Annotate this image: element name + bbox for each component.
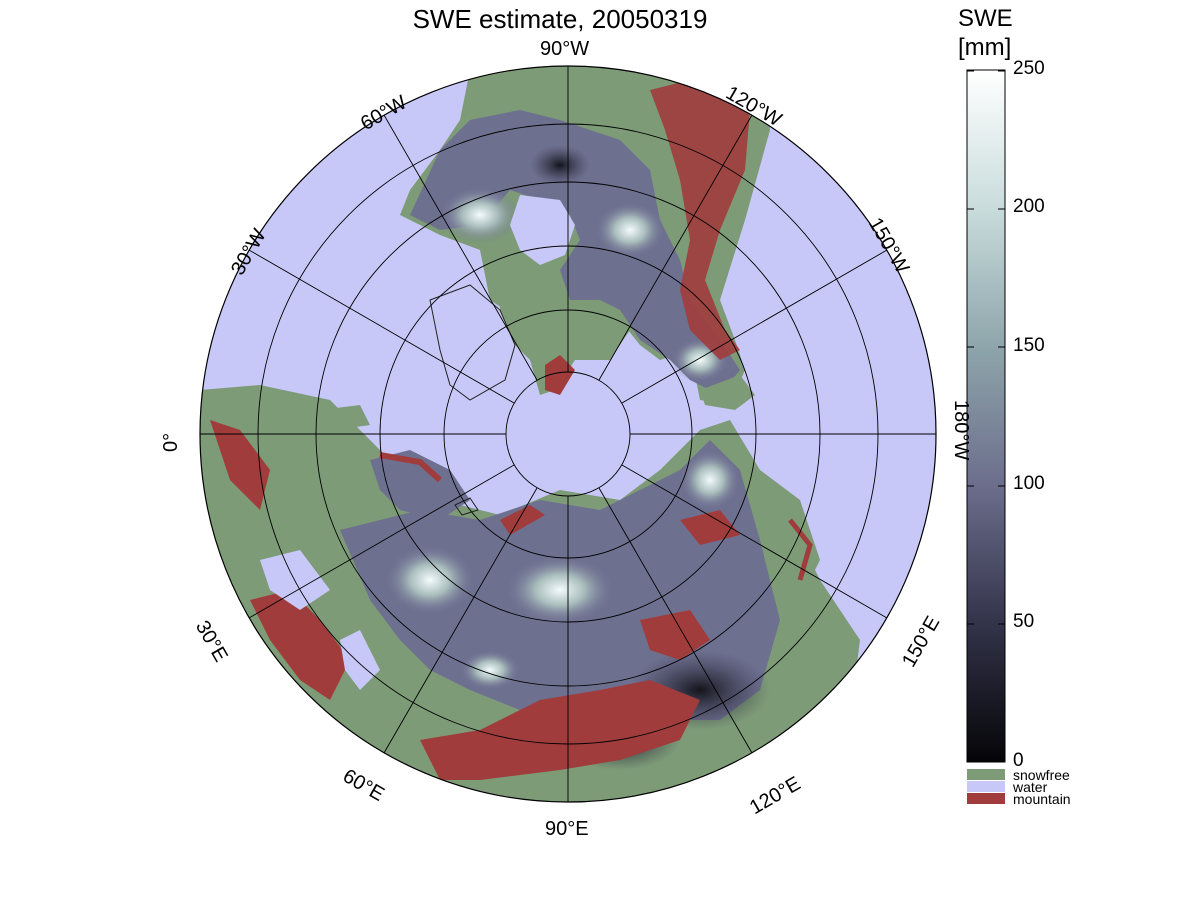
colorbar [966,69,1006,804]
north-america-snow [410,110,740,395]
legend-swatch-mountain [967,793,1005,804]
colorbar-ticks [967,70,1005,763]
lon-label-0: 0° [160,432,182,452]
rocky-mountains [650,80,750,360]
colorbar-tick-label: 100 [1013,473,1045,494]
colorbar-unit: [mm] [958,34,1012,61]
meridian-lines [200,66,936,802]
lon-label-180w: 180°W [950,400,972,461]
colorbar-tick-label: 200 [1013,196,1045,217]
arctic-archipelago [500,280,630,395]
colorbar-tick-label: 0 [1013,750,1024,771]
legend-label-mountain: mountain [1013,791,1071,807]
lon-label-90w: 90°W [540,38,590,60]
map-title: SWE estimate, 20050319 [412,4,708,34]
scandinavia [370,450,470,520]
colorbar-tick-label: 250 [1013,58,1045,79]
asian-mountains [420,680,700,780]
colorbar-quantity: SWE [958,5,1013,32]
hudson-bay [510,195,575,265]
colorbar-tick-label: 150 [1013,335,1045,356]
legend-label-water: water [1013,779,1048,795]
colorbar-title: SWE [mm] [958,4,1013,62]
legend-swatch-snowfree [967,769,1005,780]
greenland [429,284,516,401]
lon-label-90e: 90°E [545,818,589,840]
colorbar-tick-label: 50 [1013,611,1035,632]
legend-label-snowfree: snowfree [1013,767,1070,783]
legend-swatch-water [967,781,1005,792]
alps-mountains [250,590,350,700]
